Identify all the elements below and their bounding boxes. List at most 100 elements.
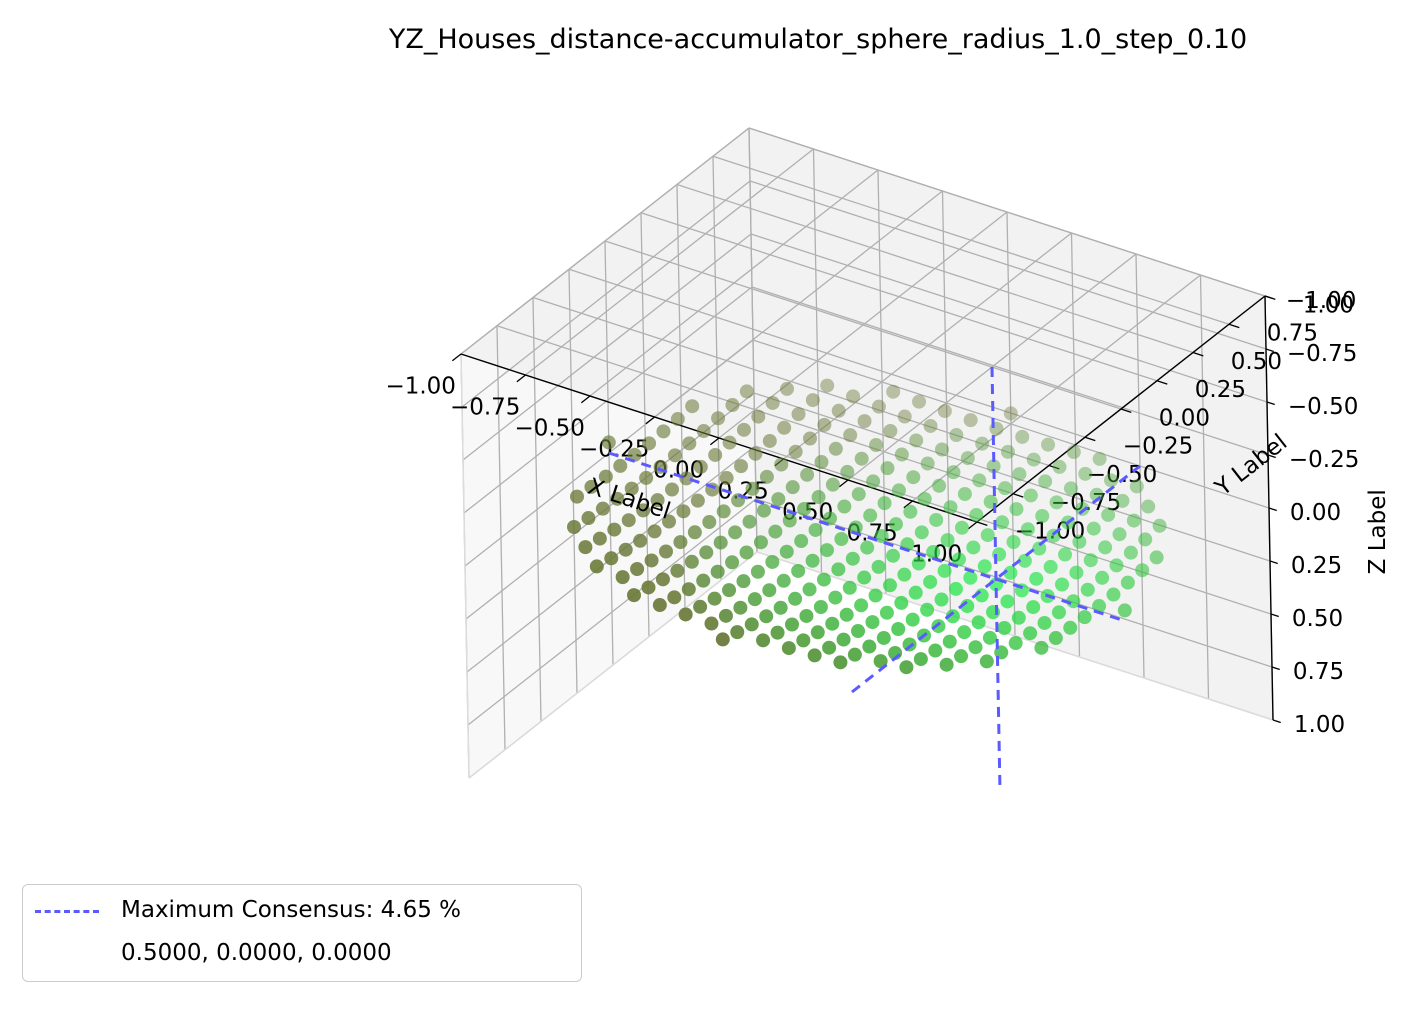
scatter-point [1051,605,1066,620]
scatter-point [1135,563,1150,578]
gridline [753,392,1271,562]
scatter-point [785,617,799,632]
scatter-point [670,412,685,427]
scatter-point [862,639,877,654]
scatter-point [857,414,872,429]
y-tick-label: 0.25 [1195,377,1246,403]
scatter-point [1008,636,1023,651]
scatter-point [794,534,809,549]
scatter-point [667,590,682,605]
scatter-point [1052,459,1067,474]
gridline [748,127,1266,297]
scatter-point [885,548,900,563]
scatter-point [655,572,670,587]
scatter-point [1055,577,1069,592]
scatter-point [570,489,585,504]
y-tick-label: 1.00 [1303,292,1354,318]
z-tick [1270,613,1279,618]
y-tick [1228,323,1240,329]
scatter-point [840,464,855,479]
scatter-point [1141,499,1156,514]
scatter-point [613,458,628,473]
scatter-point [736,574,751,589]
scatter-point [707,591,722,606]
z-axis-label: Z Label [1365,489,1391,574]
scatter-point [756,503,771,518]
z-tick-label: 1.00 [1294,712,1345,738]
scatter-point [931,619,946,634]
scatter-point [718,608,733,623]
scatter-point [977,559,992,574]
scatter-point [854,451,869,466]
scatter-point [678,607,693,622]
scatter-point [813,599,828,614]
scatter-point [882,578,897,593]
scatter-point [1032,541,1047,556]
x-tick [967,521,978,530]
scatter-point [702,515,717,530]
scatter-point [633,533,648,548]
scatter-point [951,552,966,567]
z-tick [1269,560,1278,565]
scatter-point [1109,558,1124,573]
scatter-point [1020,522,1035,537]
scatter-point [1049,495,1064,510]
scatter-point [879,605,894,620]
scatter-point [704,616,719,631]
scatter-point [825,477,840,492]
scatter-point [751,409,766,424]
scatter-point [868,588,883,603]
scatter-point [975,436,990,451]
scatter-point [739,545,754,560]
y-tick [1084,436,1096,442]
scatter-point [923,418,938,433]
scatter-point [788,591,803,606]
scatter-point [945,609,960,624]
scatter-point [894,447,909,462]
y-tick-label: −0.25 [1123,434,1193,460]
scatter-point [805,553,820,568]
scatter-point [1023,488,1038,503]
max-line-z [990,366,1002,792]
z-tick-label: −0.50 [1288,394,1358,420]
y-tick [1192,351,1204,357]
scatter-point [980,528,995,543]
scatter-point [1023,626,1038,641]
scatter-point [998,481,1013,496]
scatter-point [598,469,613,484]
y-tick-label: 0.75 [1267,321,1318,347]
scatter-point [932,478,947,493]
z-tick-label: −0.75 [1287,341,1357,367]
scatter-point [1063,620,1078,635]
scatter-point [756,633,771,648]
scatter-point [808,522,823,537]
scatter-point [1152,518,1167,533]
scatter-point [647,524,662,539]
scatter-point [776,573,791,588]
legend-label-coordinates: 0.5000, 0.0000, 0.0000 [121,940,392,966]
scatter-point [768,524,783,539]
scatter-point [733,600,748,615]
scatter-point [581,511,596,526]
scatter-point [725,398,740,413]
scatter-point [811,490,826,505]
scatter-point [1038,474,1053,489]
scatter-point [1043,559,1058,574]
scatter-point [1115,493,1130,508]
scatter-point [891,483,906,498]
scatter-point [866,474,881,489]
scatter-point [914,525,929,540]
scatter-point [1095,570,1110,585]
y-tick [1048,464,1060,470]
scatter-point [1072,534,1087,549]
scatter-point [642,436,657,451]
gridline [640,212,1158,382]
scatter-point [880,461,895,476]
legend-dashed-line-icon [35,910,99,913]
z-tick [1272,719,1281,724]
y-tick-label: 0.00 [1159,405,1210,431]
y-tick [976,521,988,526]
scatter-point [865,615,880,630]
scatter-point [1112,527,1127,542]
grid-lines [460,127,1274,779]
